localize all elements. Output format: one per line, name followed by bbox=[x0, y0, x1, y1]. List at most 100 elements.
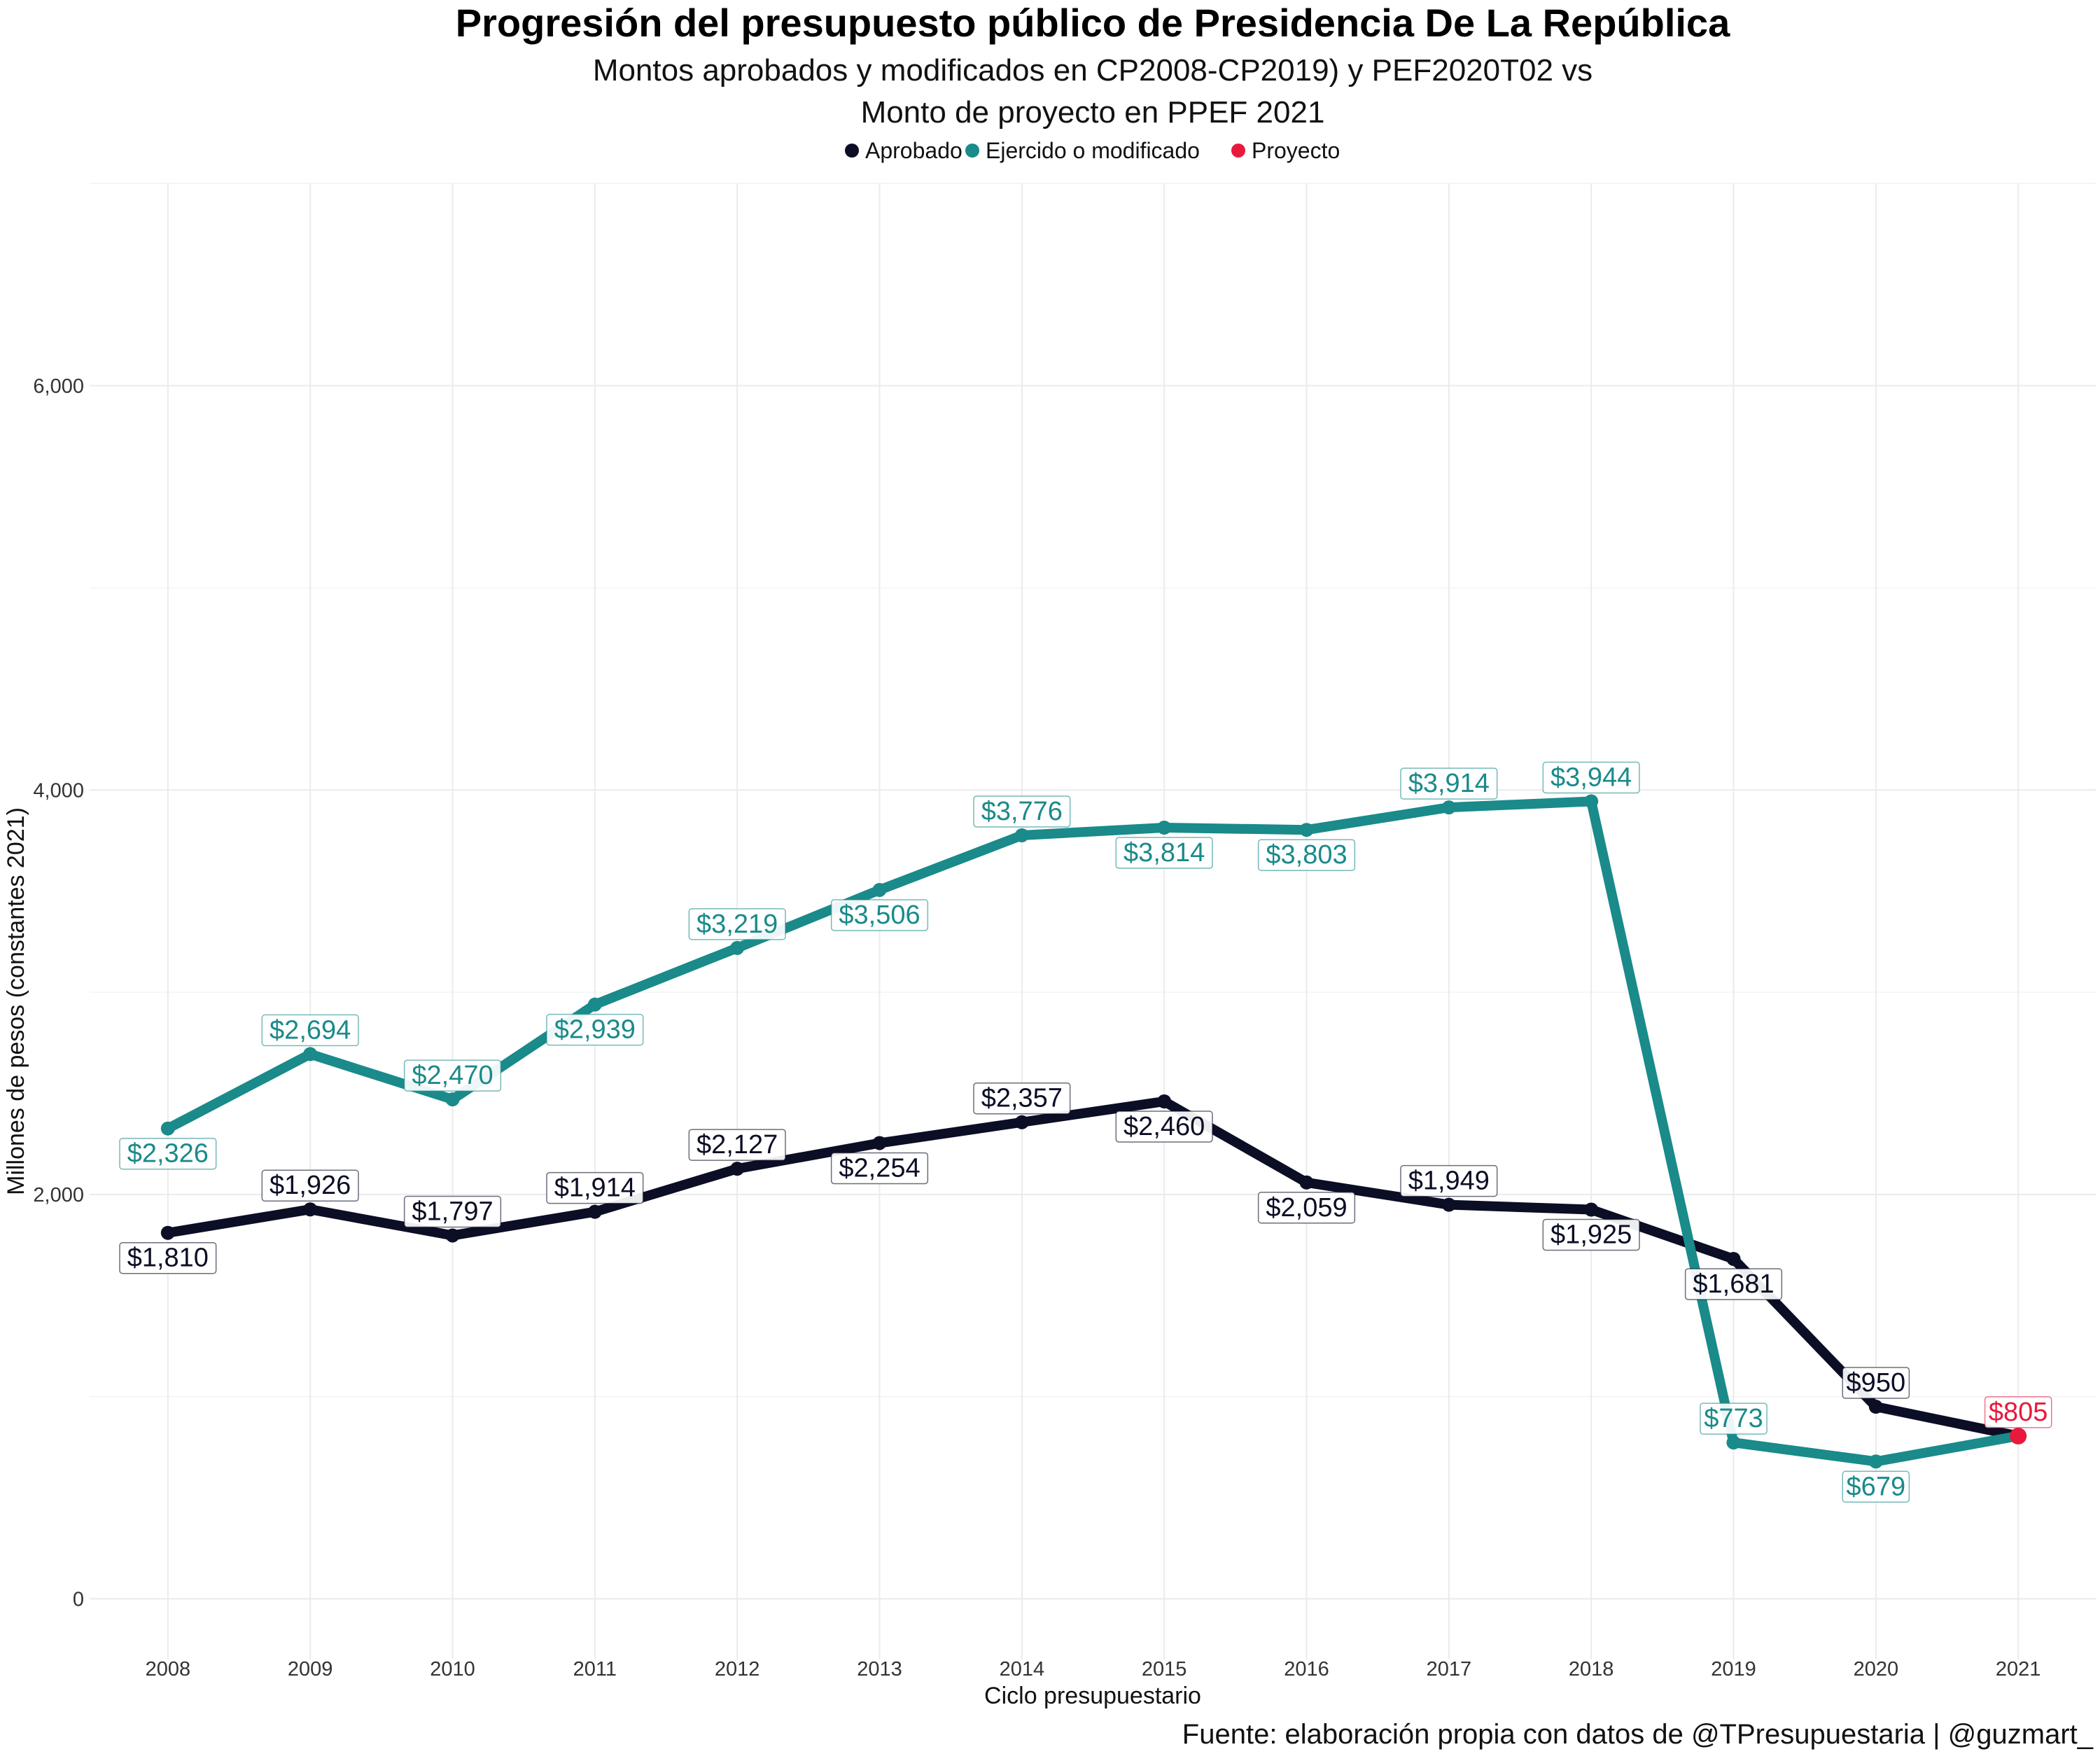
data-label-text: $1,925 bbox=[1550, 1220, 1632, 1249]
legend: Aprobado Ejercido o modificado Proyecto bbox=[845, 138, 1340, 163]
data-label-aprobado: $1,797 bbox=[403, 1195, 502, 1228]
data-label-aprobado: $1,949 bbox=[1400, 1164, 1498, 1197]
data-point-aprobado bbox=[872, 1136, 887, 1150]
data-label-box bbox=[973, 795, 1071, 828]
data-label-box bbox=[1115, 837, 1213, 869]
data-label-aprobado: $2,127 bbox=[688, 1129, 786, 1161]
data-label-layer: $1,810 $1,926 $1,797 $1,914 $2,127 $2,254 $2,3… bbox=[119, 761, 2052, 1503]
data-label-aprobado: $2,254 bbox=[830, 1152, 929, 1185]
data-point-aprobado bbox=[1726, 1251, 1741, 1266]
legend-label: Ejercido o modificado bbox=[986, 138, 1200, 163]
data-label-box bbox=[261, 1169, 359, 1202]
data-label-aprobado: $1,926 bbox=[261, 1169, 359, 1202]
data-label-box bbox=[546, 1171, 644, 1204]
data-point-aprobado bbox=[445, 1228, 460, 1243]
data-label-ejercido-o-modificado: $2,694 bbox=[261, 1014, 359, 1047]
series-line-ejercido-o-modificado bbox=[162, 796, 2024, 1467]
data-label-box bbox=[688, 908, 786, 940]
data-label-aprobado: $1,681 bbox=[1684, 1268, 1783, 1300]
data-label-text: $679 bbox=[1847, 1472, 1906, 1501]
data-point-ejercido-o-modificado bbox=[445, 1092, 460, 1107]
x-tick-label: 2021 bbox=[1996, 1658, 2041, 1680]
legend-item-aprobado: Aprobado bbox=[845, 138, 962, 163]
legend-item-proyecto: Proyecto bbox=[1231, 138, 1340, 163]
data-label-box bbox=[830, 1152, 929, 1185]
chart-subtitle-line-1: Montos aprobados y modificados en CP2008… bbox=[593, 53, 1592, 88]
data-label-text: $2,357 bbox=[981, 1084, 1063, 1113]
data-label-text: $1,681 bbox=[1693, 1269, 1774, 1299]
data-label-aprobado: $950 bbox=[1842, 1367, 1910, 1399]
data-label-ejercido-o-modificado: $3,803 bbox=[1257, 839, 1356, 871]
data-point-aprobado bbox=[160, 1225, 175, 1240]
data-label-box bbox=[1257, 839, 1356, 871]
data-label-ejercido-o-modificado: $773 bbox=[1700, 1402, 1768, 1435]
series-layer bbox=[160, 794, 2027, 1469]
data-label-box bbox=[119, 1137, 217, 1170]
x-tick-label: 2017 bbox=[1427, 1658, 1472, 1680]
data-label-ejercido-o-modificado: $3,814 bbox=[1115, 837, 1213, 869]
y-tick-label: 0 bbox=[73, 1588, 84, 1610]
data-label-box bbox=[688, 1129, 786, 1161]
data-point-aprobado bbox=[587, 1204, 602, 1219]
data-point-ejercido-o-modificado bbox=[1584, 794, 1599, 809]
data-label-text: $2,326 bbox=[127, 1139, 209, 1169]
data-point-aprobado bbox=[730, 1162, 745, 1176]
data-label-box bbox=[403, 1059, 502, 1092]
legend-label: Proyecto bbox=[1252, 138, 1340, 163]
data-label-box bbox=[1115, 1111, 1213, 1143]
data-label-text: $2,939 bbox=[554, 1015, 636, 1045]
data-label-box bbox=[1400, 767, 1498, 800]
data-point-ejercido-o-modificado bbox=[587, 997, 602, 1012]
data-point-ejercido-o-modificado bbox=[730, 940, 745, 955]
data-label-text: $2,254 bbox=[839, 1153, 920, 1183]
x-tick-label: 2015 bbox=[1142, 1658, 1187, 1680]
data-point-ejercido-o-modificado bbox=[160, 1121, 175, 1136]
data-label-ejercido-o-modificado: $3,219 bbox=[688, 908, 786, 940]
data-point-ejercido-o-modificado bbox=[303, 1047, 318, 1062]
y-tick-label: 4,000 bbox=[33, 779, 84, 802]
data-point-aprobado bbox=[1868, 1400, 1883, 1414]
data-label-ejercido-o-modificado: $3,914 bbox=[1400, 767, 1498, 800]
y-tick-label: 6,000 bbox=[33, 375, 84, 398]
data-label-text: $2,127 bbox=[696, 1130, 778, 1160]
data-point-proyecto bbox=[2010, 1427, 2027, 1445]
data-label-proyecto: $805 bbox=[1984, 1396, 2052, 1428]
data-point-ejercido-o-modificado bbox=[1299, 823, 1314, 837]
data-label-aprobado: $1,925 bbox=[1542, 1218, 1640, 1251]
data-label-text: $3,506 bbox=[839, 900, 920, 930]
data-label-text: $1,810 bbox=[127, 1244, 209, 1273]
data-label-box bbox=[403, 1195, 502, 1228]
data-label-text: $3,803 bbox=[1266, 840, 1347, 870]
data-label-ejercido-o-modificado: $2,470 bbox=[403, 1059, 502, 1092]
legend-label: Aprobado bbox=[865, 138, 962, 163]
x-tick-label: 2014 bbox=[1000, 1658, 1045, 1680]
data-point-ejercido-o-modificado bbox=[1157, 821, 1172, 835]
x-tick-label: 2016 bbox=[1284, 1658, 1329, 1680]
data-label-aprobado: $2,357 bbox=[973, 1082, 1071, 1115]
legend-swatch bbox=[845, 144, 859, 158]
x-tick-label: 2020 bbox=[1854, 1658, 1899, 1680]
series-line-aprobado bbox=[162, 1097, 2024, 1441]
x-tick-label: 2018 bbox=[1569, 1658, 1614, 1680]
data-label-box bbox=[1400, 1164, 1498, 1197]
data-label-text: $950 bbox=[1847, 1368, 1906, 1398]
data-label-box bbox=[1542, 761, 1640, 794]
data-point-aprobado bbox=[1157, 1094, 1172, 1109]
y-axis-title: Millones de pesos (constantes 2021) bbox=[3, 807, 29, 1195]
x-tick-label: 2011 bbox=[573, 1658, 617, 1680]
legend-item-ejercido-o-modificado: Ejercido o modificado bbox=[965, 138, 1200, 163]
x-tick-label: 2008 bbox=[146, 1658, 191, 1680]
data-label-text: $2,460 bbox=[1124, 1112, 1205, 1141]
data-label-text: $1,949 bbox=[1408, 1167, 1490, 1196]
grid-layer bbox=[90, 183, 2096, 1659]
data-label-box bbox=[261, 1014, 359, 1047]
data-label-aprobado: $2,460 bbox=[1115, 1111, 1213, 1143]
data-label-box bbox=[1700, 1402, 1768, 1435]
data-label-box bbox=[1684, 1268, 1783, 1300]
data-label-text: $1,926 bbox=[270, 1171, 351, 1200]
x-tick-label: 2012 bbox=[715, 1658, 760, 1680]
y-tick-label: 2,000 bbox=[33, 1184, 84, 1206]
data-label-ejercido-o-modificado: $2,939 bbox=[546, 1013, 644, 1046]
data-label-box bbox=[546, 1013, 644, 1046]
data-label-text: $3,944 bbox=[1550, 763, 1632, 792]
